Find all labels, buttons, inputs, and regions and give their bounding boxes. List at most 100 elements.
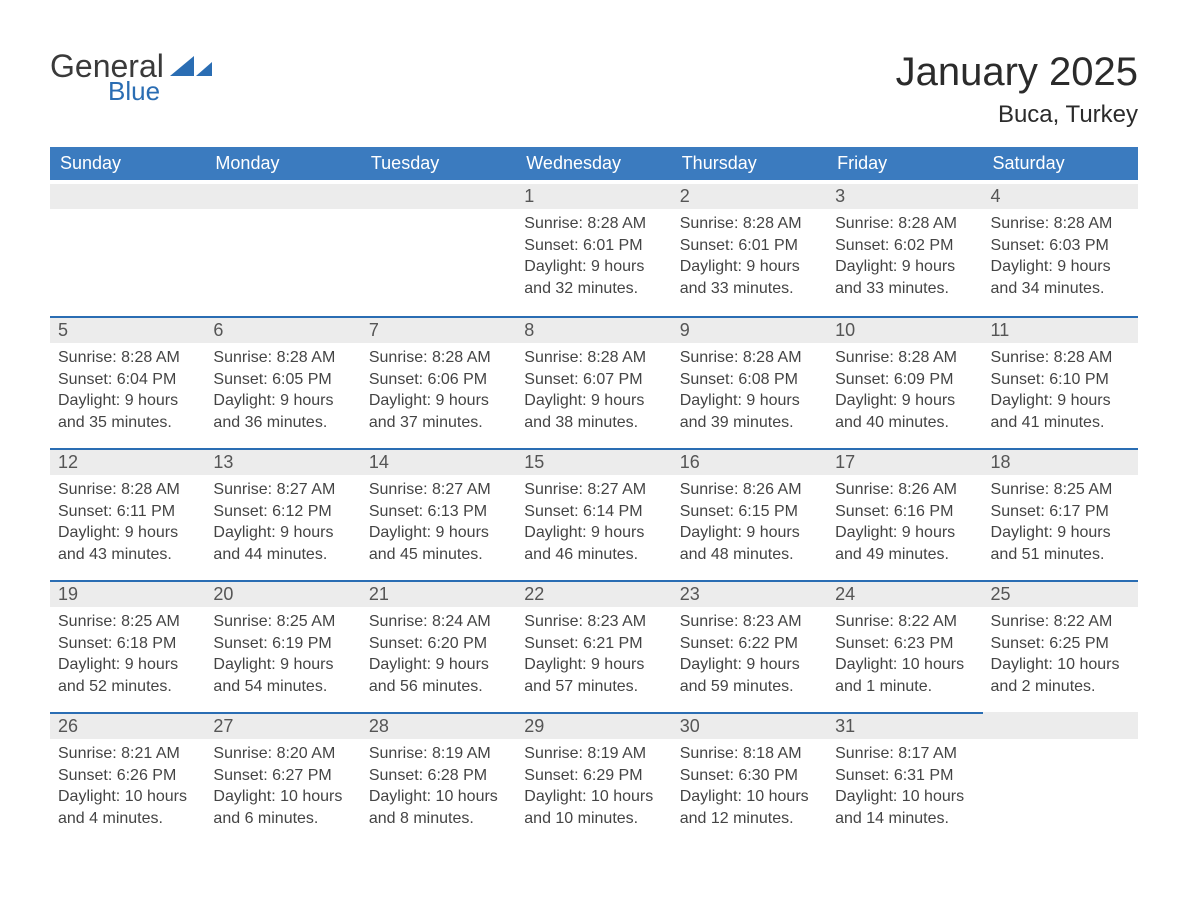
day-details: Sunrise: 8:28 AMSunset: 6:10 PMDaylight:…: [983, 343, 1138, 439]
calendar-week-row: 1Sunrise: 8:28 AMSunset: 6:01 PMDaylight…: [50, 182, 1138, 314]
sunset-text: Sunset: 6:13 PM: [369, 501, 508, 523]
sunrise-text: Sunrise: 8:25 AM: [58, 611, 197, 633]
day-details: Sunrise: 8:25 AMSunset: 6:18 PMDaylight:…: [50, 607, 205, 703]
day-number-bar: 31: [827, 712, 982, 739]
calendar-day-cell: 30Sunrise: 8:18 AMSunset: 6:30 PMDayligh…: [672, 710, 827, 842]
weekday-header: Thursday: [672, 147, 827, 182]
daylight-text: Daylight: 9 hours and 51 minutes.: [991, 522, 1130, 565]
daylight-text: Daylight: 9 hours and 39 minutes.: [680, 390, 819, 433]
day-details: Sunrise: 8:19 AMSunset: 6:29 PMDaylight:…: [516, 739, 671, 835]
sunset-text: Sunset: 6:12 PM: [213, 501, 352, 523]
calendar-day-cell: 5Sunrise: 8:28 AMSunset: 6:04 PMDaylight…: [50, 314, 205, 446]
day-number-bar: 5: [50, 316, 205, 343]
calendar-week-row: 19Sunrise: 8:25 AMSunset: 6:18 PMDayligh…: [50, 578, 1138, 710]
calendar-day-cell: 26Sunrise: 8:21 AMSunset: 6:26 PMDayligh…: [50, 710, 205, 842]
daylight-text: Daylight: 9 hours and 52 minutes.: [58, 654, 197, 697]
day-number-bar-empty: [361, 184, 516, 209]
day-number-bar: 12: [50, 448, 205, 475]
day-details: Sunrise: 8:19 AMSunset: 6:28 PMDaylight:…: [361, 739, 516, 835]
sunset-text: Sunset: 6:16 PM: [835, 501, 974, 523]
day-details: Sunrise: 8:27 AMSunset: 6:14 PMDaylight:…: [516, 475, 671, 571]
sunrise-text: Sunrise: 8:25 AM: [991, 479, 1130, 501]
sunrise-text: Sunrise: 8:28 AM: [835, 213, 974, 235]
daylight-text: Daylight: 9 hours and 49 minutes.: [835, 522, 974, 565]
daylight-text: Daylight: 10 hours and 4 minutes.: [58, 786, 197, 829]
calendar-week-row: 26Sunrise: 8:21 AMSunset: 6:26 PMDayligh…: [50, 710, 1138, 842]
sunset-text: Sunset: 6:18 PM: [58, 633, 197, 655]
calendar-day-cell: [205, 182, 360, 314]
daylight-text: Daylight: 9 hours and 59 minutes.: [680, 654, 819, 697]
sunset-text: Sunset: 6:08 PM: [680, 369, 819, 391]
sunrise-text: Sunrise: 8:28 AM: [991, 213, 1130, 235]
day-number-bar: 19: [50, 580, 205, 607]
brand-word-2: Blue: [108, 78, 164, 104]
weekday-header: Wednesday: [516, 147, 671, 182]
day-number-bar: 8: [516, 316, 671, 343]
sunrise-text: Sunrise: 8:23 AM: [680, 611, 819, 633]
title-block: January 2025 Buca, Turkey: [896, 50, 1138, 129]
calendar-day-cell: [50, 182, 205, 314]
day-number-bar: 14: [361, 448, 516, 475]
daylight-text: Daylight: 9 hours and 37 minutes.: [369, 390, 508, 433]
day-number-bar: 30: [672, 712, 827, 739]
calendar-day-cell: 1Sunrise: 8:28 AMSunset: 6:01 PMDaylight…: [516, 182, 671, 314]
calendar-day-cell: 2Sunrise: 8:28 AMSunset: 6:01 PMDaylight…: [672, 182, 827, 314]
calendar-day-cell: 29Sunrise: 8:19 AMSunset: 6:29 PMDayligh…: [516, 710, 671, 842]
sunset-text: Sunset: 6:05 PM: [213, 369, 352, 391]
day-details: Sunrise: 8:22 AMSunset: 6:25 PMDaylight:…: [983, 607, 1138, 703]
sunrise-text: Sunrise: 8:25 AM: [213, 611, 352, 633]
calendar-day-cell: 6Sunrise: 8:28 AMSunset: 6:05 PMDaylight…: [205, 314, 360, 446]
day-number-bar: 17: [827, 448, 982, 475]
sunset-text: Sunset: 6:01 PM: [524, 235, 663, 257]
sunrise-text: Sunrise: 8:23 AM: [524, 611, 663, 633]
day-details: Sunrise: 8:28 AMSunset: 6:05 PMDaylight:…: [205, 343, 360, 439]
day-number-bar: 25: [983, 580, 1138, 607]
sunset-text: Sunset: 6:23 PM: [835, 633, 974, 655]
weekday-header: Sunday: [50, 147, 205, 182]
sunrise-text: Sunrise: 8:28 AM: [991, 347, 1130, 369]
day-details: Sunrise: 8:28 AMSunset: 6:07 PMDaylight:…: [516, 343, 671, 439]
calendar-day-cell: 27Sunrise: 8:20 AMSunset: 6:27 PMDayligh…: [205, 710, 360, 842]
day-number-bar: 18: [983, 448, 1138, 475]
daylight-text: Daylight: 9 hours and 35 minutes.: [58, 390, 197, 433]
day-number-bar: 21: [361, 580, 516, 607]
day-details: Sunrise: 8:24 AMSunset: 6:20 PMDaylight:…: [361, 607, 516, 703]
day-details: Sunrise: 8:20 AMSunset: 6:27 PMDaylight:…: [205, 739, 360, 835]
sunset-text: Sunset: 6:11 PM: [58, 501, 197, 523]
daylight-text: Daylight: 9 hours and 33 minutes.: [835, 256, 974, 299]
sunrise-text: Sunrise: 8:22 AM: [991, 611, 1130, 633]
calendar-day-cell: 17Sunrise: 8:26 AMSunset: 6:16 PMDayligh…: [827, 446, 982, 578]
day-number-bar: 29: [516, 712, 671, 739]
sunset-text: Sunset: 6:27 PM: [213, 765, 352, 787]
calendar-day-cell: 13Sunrise: 8:27 AMSunset: 6:12 PMDayligh…: [205, 446, 360, 578]
day-details: Sunrise: 8:26 AMSunset: 6:16 PMDaylight:…: [827, 475, 982, 571]
calendar-day-cell: 4Sunrise: 8:28 AMSunset: 6:03 PMDaylight…: [983, 182, 1138, 314]
day-details: Sunrise: 8:28 AMSunset: 6:01 PMDaylight:…: [516, 209, 671, 305]
daylight-text: Daylight: 9 hours and 44 minutes.: [213, 522, 352, 565]
sunrise-text: Sunrise: 8:27 AM: [524, 479, 663, 501]
sunset-text: Sunset: 6:20 PM: [369, 633, 508, 655]
day-number-bar-empty: [983, 712, 1138, 739]
sunrise-text: Sunrise: 8:28 AM: [835, 347, 974, 369]
day-details: Sunrise: 8:28 AMSunset: 6:04 PMDaylight:…: [50, 343, 205, 439]
day-details: Sunrise: 8:23 AMSunset: 6:21 PMDaylight:…: [516, 607, 671, 703]
sunrise-text: Sunrise: 8:28 AM: [58, 479, 197, 501]
calendar-day-cell: 7Sunrise: 8:28 AMSunset: 6:06 PMDaylight…: [361, 314, 516, 446]
daylight-text: Daylight: 10 hours and 8 minutes.: [369, 786, 508, 829]
daylight-text: Daylight: 10 hours and 14 minutes.: [835, 786, 974, 829]
day-details: Sunrise: 8:28 AMSunset: 6:08 PMDaylight:…: [672, 343, 827, 439]
sunrise-text: Sunrise: 8:28 AM: [58, 347, 197, 369]
day-details: Sunrise: 8:27 AMSunset: 6:13 PMDaylight:…: [361, 475, 516, 571]
sunrise-text: Sunrise: 8:28 AM: [213, 347, 352, 369]
day-number-bar: 1: [516, 184, 671, 209]
calendar-day-cell: 16Sunrise: 8:26 AMSunset: 6:15 PMDayligh…: [672, 446, 827, 578]
sunset-text: Sunset: 6:03 PM: [991, 235, 1130, 257]
calendar-day-cell: 8Sunrise: 8:28 AMSunset: 6:07 PMDaylight…: [516, 314, 671, 446]
brand-text: General Blue: [50, 50, 164, 104]
daylight-text: Daylight: 9 hours and 40 minutes.: [835, 390, 974, 433]
sunset-text: Sunset: 6:30 PM: [680, 765, 819, 787]
day-number-bar-empty: [205, 184, 360, 209]
day-number-bar: 13: [205, 448, 360, 475]
daylight-text: Daylight: 9 hours and 36 minutes.: [213, 390, 352, 433]
day-number-bar: 16: [672, 448, 827, 475]
